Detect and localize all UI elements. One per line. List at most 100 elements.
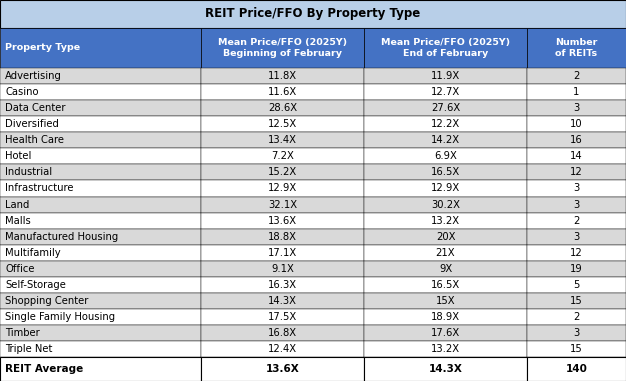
Bar [0,309,201,325]
Bar [201,84,364,100]
Text: 15: 15 [570,296,583,306]
Bar [364,309,527,325]
Text: Triple Net: Triple Net [5,344,53,354]
Bar [364,293,527,309]
Bar [364,325,527,341]
Bar [364,84,527,100]
Bar [527,309,626,325]
Bar [0,277,201,293]
Bar [201,325,364,341]
Bar [201,245,364,261]
Text: 12.4X: 12.4X [268,344,297,354]
Text: Diversified: Diversified [5,119,59,129]
Bar [364,68,527,84]
Text: 12.2X: 12.2X [431,119,460,129]
Bar [0,197,201,213]
Bar [0,100,201,116]
Text: 20X: 20X [436,232,455,242]
Text: 21X: 21X [436,248,455,258]
Bar [0,325,201,341]
Bar [527,325,626,341]
Bar [364,261,527,277]
Bar [527,181,626,197]
Bar [0,84,201,100]
Text: 3: 3 [573,232,580,242]
Text: Shopping Center: Shopping Center [5,296,88,306]
Bar [527,68,626,84]
Text: 18.9X: 18.9X [431,312,460,322]
Bar [201,229,364,245]
Bar [364,148,527,164]
Bar [364,100,527,116]
Bar [527,277,626,293]
Text: 16.5X: 16.5X [431,280,460,290]
Bar [0,341,201,357]
Bar [0,132,201,148]
Text: 11.8X: 11.8X [268,71,297,81]
Text: Mean Price/FFO (2025Y)
End of February: Mean Price/FFO (2025Y) End of February [381,38,510,58]
Text: 19: 19 [570,264,583,274]
Text: Land: Land [5,200,29,210]
Text: 3: 3 [573,184,580,194]
Bar [527,148,626,164]
Bar [0,357,201,381]
Bar [201,164,364,181]
Bar [527,197,626,213]
Text: Infrastructure: Infrastructure [5,184,73,194]
Bar [364,229,527,245]
Text: Malls: Malls [5,216,31,226]
Bar [201,293,364,309]
Text: 11.9X: 11.9X [431,71,460,81]
Bar [527,28,626,68]
Bar [0,213,201,229]
Text: 13.2X: 13.2X [431,216,460,226]
Bar [364,277,527,293]
Bar [364,357,527,381]
Bar [201,261,364,277]
Text: 12: 12 [570,167,583,178]
Bar [201,100,364,116]
Text: Health Care: Health Care [5,135,64,145]
Bar [527,164,626,181]
Text: 28.6X: 28.6X [268,103,297,113]
Bar [527,261,626,277]
Text: 13.2X: 13.2X [431,344,460,354]
Bar [201,341,364,357]
Text: 12: 12 [570,248,583,258]
Text: 17.5X: 17.5X [268,312,297,322]
Bar [201,213,364,229]
Text: 18.8X: 18.8X [268,232,297,242]
Bar [0,148,201,164]
Bar [364,132,527,148]
Text: 9X: 9X [439,264,452,274]
Bar [201,181,364,197]
Text: 3: 3 [573,200,580,210]
Text: Number
of REITs: Number of REITs [555,38,598,58]
Text: 12.9X: 12.9X [268,184,297,194]
Text: 14.2X: 14.2X [431,135,460,145]
Bar [0,0,626,28]
Text: 11.6X: 11.6X [268,87,297,97]
Text: 13.6X: 13.6X [266,364,299,374]
Bar [201,148,364,164]
Text: Casino: Casino [5,87,39,97]
Text: 12.9X: 12.9X [431,184,460,194]
Bar [527,84,626,100]
Bar [0,68,201,84]
Bar [527,100,626,116]
Bar [201,132,364,148]
Bar [0,245,201,261]
Text: 140: 140 [565,364,587,374]
Bar [364,341,527,357]
Text: 15: 15 [570,344,583,354]
Bar [201,116,364,132]
Text: 12.7X: 12.7X [431,87,460,97]
Bar [364,28,527,68]
Text: Timber: Timber [5,328,40,338]
Text: 13.4X: 13.4X [268,135,297,145]
Text: Multifamily: Multifamily [5,248,61,258]
Bar [201,277,364,293]
Text: 16.5X: 16.5X [431,167,460,178]
Bar [0,293,201,309]
Bar [0,181,201,197]
